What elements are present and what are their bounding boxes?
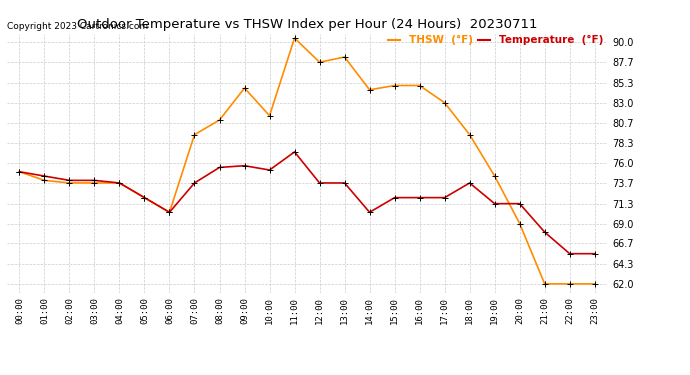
Text: Copyright 2023 Cartronics.com: Copyright 2023 Cartronics.com	[7, 22, 148, 31]
Title: Outdoor Temperature vs THSW Index per Hour (24 Hours)  20230711: Outdoor Temperature vs THSW Index per Ho…	[77, 18, 538, 31]
Legend: THSW  (°F), Temperature  (°F): THSW (°F), Temperature (°F)	[384, 31, 607, 50]
